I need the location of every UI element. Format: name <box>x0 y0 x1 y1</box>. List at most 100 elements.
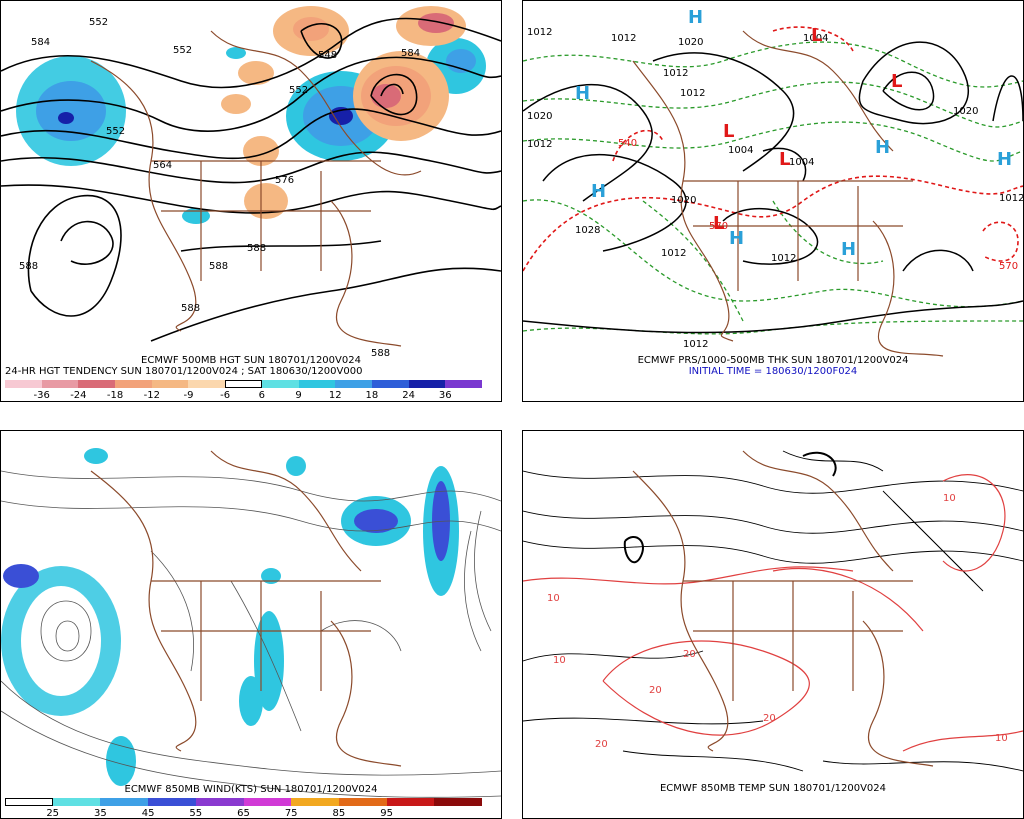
temp-labels: 10 20 20 20 10 10 10 20 <box>547 493 1008 750</box>
coastlines <box>632 30 944 357</box>
colorbar-tick-label: 36 <box>438 390 452 401</box>
low-center: L <box>723 121 734 142</box>
colorbar-swatch <box>100 798 149 806</box>
svg-text:1012: 1012 <box>683 339 708 350</box>
svg-text:1020: 1020 <box>678 37 703 48</box>
low-center: L <box>891 71 902 92</box>
panel-2-caption-1: ECMWF PRS/1000-500MB THK SUN 180701/1200… <box>637 355 909 366</box>
svg-text:10: 10 <box>547 593 560 604</box>
colorbar-tick-label: 24 <box>402 390 415 401</box>
map-pressure: 1012 1012 1020 1012 1020 1004 1012 1004 … <box>523 7 1024 357</box>
svg-text:588: 588 <box>247 243 266 254</box>
colorbar-tick-label: -24 <box>70 390 87 401</box>
panel-850mb-temp: 10 20 20 20 10 10 10 20 ECMWF 850MB TEMP… <box>522 430 1024 819</box>
panel-1-caption-2: 24-HR HGT TENDENCY SUN 180701/1200V024 ;… <box>5 366 363 377</box>
svg-text:10: 10 <box>995 733 1008 744</box>
colorbar-swatch <box>52 798 101 806</box>
coastlines <box>90 30 422 347</box>
contour-labels: 552 584 552 552 548 584 552 564 576 588 … <box>19 17 420 359</box>
low-center: L <box>779 149 790 170</box>
high-center: H <box>591 181 606 202</box>
svg-text:1012: 1012 <box>527 27 552 38</box>
svg-text:1012: 1012 <box>680 88 705 99</box>
svg-text:588: 588 <box>181 303 200 314</box>
high-center: H <box>875 137 890 158</box>
colorbar-swatch <box>338 798 388 806</box>
colorbar-tick-label: -6 <box>220 390 231 401</box>
height-contours <box>1 17 501 342</box>
colorbar-tick-label: 85 <box>332 808 346 819</box>
svg-text:1012: 1012 <box>661 248 686 259</box>
svg-text:588: 588 <box>19 261 38 272</box>
streamlines <box>1 470 501 798</box>
panel-3-caption-1: ECMWF 850MB WIND(KTS) SUN 180701/1200V02… <box>124 784 378 795</box>
colorbar-swatch <box>148 798 197 806</box>
low-center: L <box>713 213 724 234</box>
panel-pressure-thickness: 1012 1012 1020 1012 1020 1004 1012 1004 … <box>522 0 1024 402</box>
colorbar-tick-label: 35 <box>94 808 107 819</box>
colorbar-tick-label: 95 <box>380 808 393 819</box>
panel-3-colorbar: 25 35 45 55 65 75 85 95 <box>5 798 483 819</box>
svg-text:1012: 1012 <box>771 253 796 264</box>
svg-text:1020: 1020 <box>953 106 978 117</box>
colorbar-tick-label: -18 <box>106 390 124 401</box>
svg-text:552: 552 <box>89 17 108 28</box>
svg-text:20: 20 <box>595 739 608 750</box>
svg-text:10: 10 <box>553 655 566 666</box>
colorbar-swatch <box>261 380 300 388</box>
svg-text:564: 564 <box>153 160 172 171</box>
thickness-red-contours <box>523 26 1023 272</box>
colorbar-tick-label: 55 <box>189 808 203 819</box>
thickness-labels: 540 570 570 <box>618 138 1018 272</box>
svg-text:20: 20 <box>649 685 662 696</box>
svg-text:552: 552 <box>173 45 192 56</box>
colorbar-swatch <box>188 380 226 388</box>
colorbar-swatch <box>335 380 373 388</box>
panel-2-caption-2: INITIAL TIME = 180630/1200F024 <box>688 366 858 377</box>
svg-text:588: 588 <box>209 261 228 272</box>
colorbar-swatch <box>41 380 79 388</box>
panel-1-colorbar: -36 -24 -18 -12 -9 -6 6 9 12 18 24 36 <box>5 380 483 401</box>
colorbar-tick-label: 6 <box>258 390 266 401</box>
panel-1-caption-1: ECMWF 500MB HGT SUN 180701/1200V024 <box>141 355 361 366</box>
svg-text:540: 540 <box>618 138 637 149</box>
colorbar-tick-label: -36 <box>33 390 50 401</box>
colorbar-swatch <box>445 380 483 388</box>
temp-contours-red <box>523 474 1023 752</box>
high-center: H <box>841 239 856 260</box>
svg-text:570: 570 <box>709 221 728 232</box>
high-center: H <box>575 83 590 104</box>
coastlines <box>90 450 402 767</box>
svg-text:1004: 1004 <box>789 157 814 168</box>
svg-text:1012: 1012 <box>527 139 552 150</box>
colorbar-tick-label: -12 <box>143 390 160 401</box>
colorbar-tick-label: 12 <box>328 390 342 401</box>
high-center: H <box>729 228 744 249</box>
coastlines <box>632 450 934 767</box>
isobar-labels: 1012 1012 1020 1012 1020 1004 1012 1004 … <box>527 27 1024 350</box>
svg-text:576: 576 <box>275 175 294 186</box>
svg-text:1012: 1012 <box>999 193 1024 204</box>
low-center: L <box>811 25 822 46</box>
svg-text:584: 584 <box>31 37 50 48</box>
colorbar-swatch <box>243 798 292 806</box>
colorbar-tick-label: 75 <box>284 808 298 819</box>
svg-text:20: 20 <box>763 713 776 724</box>
colorbar-swatch <box>195 798 244 806</box>
panel-500mb-height: 552 584 552 552 548 584 552 564 576 588 … <box>0 0 502 402</box>
svg-text:1012: 1012 <box>611 33 636 44</box>
colorbar-tick-label: 65 <box>237 808 250 819</box>
map-850mb-temp: 10 20 20 20 10 10 10 20 <box>523 450 1023 772</box>
colorbar-tick-label: 45 <box>141 808 155 819</box>
colorbar-swatch <box>386 798 435 806</box>
colorbar-tick-label: -9 <box>183 390 194 401</box>
svg-text:20: 20 <box>683 649 696 660</box>
isobars <box>523 41 1023 334</box>
colorbar-tick-label: 18 <box>365 390 379 401</box>
svg-text:10: 10 <box>943 493 956 504</box>
colorbar-swatch <box>115 380 153 388</box>
colorbar-swatch <box>408 380 446 388</box>
panel-4-caption-1: ECMWF 850MB TEMP SUN 180701/1200V024 <box>659 783 886 794</box>
high-center: H <box>688 7 703 28</box>
colorbar-tick-label: 25 <box>46 808 60 819</box>
